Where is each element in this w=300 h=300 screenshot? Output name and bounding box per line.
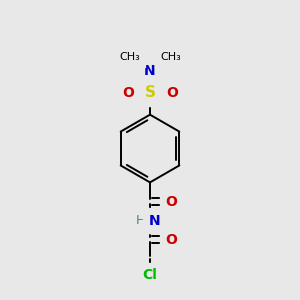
- Text: Cl: Cl: [142, 268, 158, 282]
- Text: H: H: [136, 214, 145, 227]
- Text: S: S: [145, 85, 155, 100]
- Text: O: O: [122, 85, 134, 100]
- Text: O: O: [165, 233, 177, 247]
- Text: CH₃: CH₃: [119, 52, 140, 62]
- Text: N: N: [144, 64, 156, 78]
- Text: O: O: [166, 85, 178, 100]
- Text: CH₃: CH₃: [160, 52, 181, 62]
- Text: O: O: [165, 194, 177, 208]
- Text: N: N: [148, 214, 160, 228]
